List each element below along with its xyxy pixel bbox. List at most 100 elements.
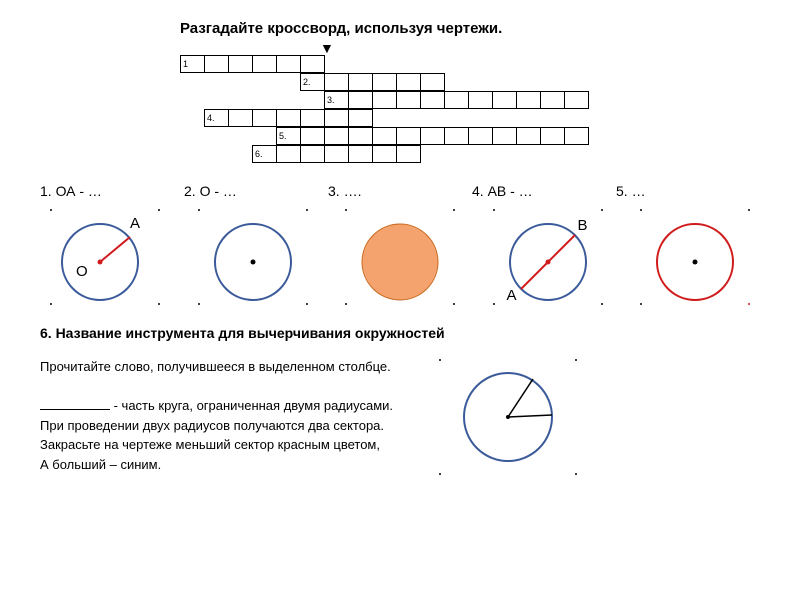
label-O: О	[76, 263, 88, 280]
crossword-spacer	[180, 145, 205, 163]
crossword-cell	[396, 127, 421, 145]
bottom-section: Прочитайте слово, получившееся в выделен…	[40, 357, 760, 477]
crossword-row: 4.	[180, 109, 760, 127]
label-B: В	[578, 217, 588, 234]
crossword-spacer	[276, 91, 301, 109]
bottom-line-2: - часть круга, ограниченная двумя радиус…	[40, 396, 393, 416]
label-A2: А	[507, 287, 517, 304]
crossword-cell	[300, 127, 325, 145]
crossword-cell	[300, 145, 325, 163]
circle-2-center	[188, 207, 318, 307]
page-title: Разгадайте кроссворд, используя чертежи.	[180, 20, 760, 37]
bottom-line-5: А больший – синим.	[40, 455, 393, 475]
crossword-cell	[372, 73, 397, 91]
circles-row: А О В А	[40, 207, 760, 307]
crossword-cell	[468, 127, 493, 145]
crossword-cell: 3.	[324, 91, 349, 109]
crossword-cell	[492, 127, 517, 145]
bottom-line-3: При проведении двух радиусов получаются …	[40, 416, 393, 436]
crossword-cell	[228, 109, 253, 127]
crossword-cell	[540, 91, 565, 109]
crossword-cell	[276, 145, 301, 163]
crossword-cell	[276, 109, 301, 127]
bottom-line-2-text: - часть круга, ограниченная двумя радиус…	[110, 398, 393, 413]
crossword-cell	[276, 55, 301, 73]
crossword-cell	[324, 73, 349, 91]
bottom-line-1: Прочитайте слово, получившееся в выделен…	[40, 357, 393, 377]
arrow-down-icon: ▼	[320, 41, 760, 55]
crossword-cell	[444, 127, 469, 145]
clue-row: 1. ОА - … 2. О - … 3. …. 4. АВ - … 5. …	[40, 183, 760, 199]
crossword-cell	[252, 55, 277, 73]
crossword-spacer	[252, 127, 277, 145]
crossword-cell	[300, 55, 325, 73]
crossword-cell	[204, 55, 229, 73]
crossword-spacer	[204, 91, 229, 109]
circle-3-disk	[335, 207, 465, 307]
crossword-cell	[420, 73, 445, 91]
circle-4-diameter: В А	[483, 207, 613, 307]
clue-6: 6. Название инструмента для вычерчивания…	[40, 325, 760, 341]
clue-4: 4. АВ - …	[472, 183, 616, 199]
crossword-cell	[420, 127, 445, 145]
crossword-cell: 4.	[204, 109, 229, 127]
crossword-cell	[348, 127, 373, 145]
crossword-spacer	[180, 127, 205, 145]
crossword-cell	[324, 109, 349, 127]
crossword-cell	[372, 127, 397, 145]
crossword-cell	[420, 91, 445, 109]
crossword-row: 1	[180, 55, 760, 73]
crossword-spacer	[276, 73, 301, 91]
crossword-row: 3.	[180, 91, 760, 109]
crossword-row: 6.	[180, 145, 760, 163]
crossword-cell	[348, 145, 373, 163]
blank-fill	[40, 409, 110, 410]
crossword-cell	[348, 109, 373, 127]
crossword-row: 5.	[180, 127, 760, 145]
sector-circle	[433, 357, 583, 477]
circle-5-red	[630, 207, 760, 307]
clue-2: 2. О - …	[184, 183, 328, 199]
crossword-cell	[252, 109, 277, 127]
clue-3: 3. ….	[328, 183, 472, 199]
crossword-cell	[372, 145, 397, 163]
crossword-cell	[396, 145, 421, 163]
crossword-spacer	[252, 73, 277, 91]
crossword-cell	[516, 127, 541, 145]
bottom-text: Прочитайте слово, получившееся в выделен…	[40, 357, 393, 477]
crossword-cell	[324, 145, 349, 163]
crossword-cell: 1	[180, 55, 205, 73]
crossword-spacer	[180, 73, 205, 91]
crossword-cell	[444, 91, 469, 109]
clue-1: 1. ОА - …	[40, 183, 184, 199]
crossword-cell	[300, 109, 325, 127]
crossword-spacer	[204, 73, 229, 91]
crossword-cell	[396, 73, 421, 91]
crossword-spacer	[228, 91, 253, 109]
crossword-cell	[516, 91, 541, 109]
crossword-cell	[348, 73, 373, 91]
circle-1-radius: А О	[40, 207, 170, 307]
crossword-spacer	[204, 127, 229, 145]
crossword-spacer	[180, 91, 205, 109]
crossword-cell	[324, 127, 349, 145]
crossword-spacer	[204, 145, 229, 163]
crossword-cell	[564, 91, 589, 109]
bottom-line-4: Закрасьте на чертеже меньший сектор крас…	[40, 435, 393, 455]
crossword-cell	[540, 127, 565, 145]
crossword-cell	[564, 127, 589, 145]
crossword-cell	[372, 91, 397, 109]
crossword-cell	[396, 91, 421, 109]
crossword-spacer	[228, 73, 253, 91]
clue-5: 5. …	[616, 183, 760, 199]
crossword-cell: 6.	[252, 145, 277, 163]
crossword-spacer	[180, 109, 205, 127]
label-A: А	[130, 215, 140, 232]
crossword-grid: 1 2.3. 4.5.6.	[180, 55, 760, 163]
crossword-cell: 2.	[300, 73, 325, 91]
crossword-spacer	[228, 127, 253, 145]
crossword-cell	[348, 91, 373, 109]
crossword-cell	[492, 91, 517, 109]
crossword-row: 2.	[180, 73, 760, 91]
crossword-spacer	[228, 145, 253, 163]
